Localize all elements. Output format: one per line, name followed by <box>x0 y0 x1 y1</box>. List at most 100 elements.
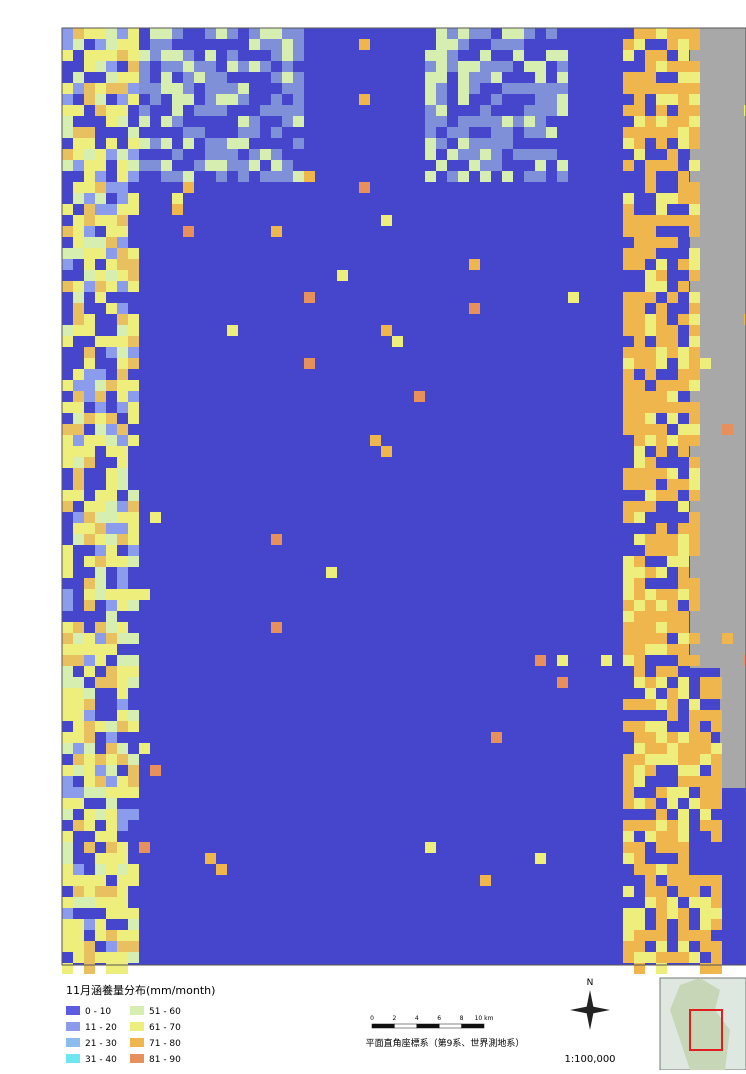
raster-cell <box>667 699 678 710</box>
raster-cell <box>62 831 73 842</box>
raster-cell <box>689 182 700 193</box>
raster-cell <box>557 83 568 94</box>
raster-cell <box>700 908 711 919</box>
raster-cell <box>447 171 458 182</box>
raster-cell <box>95 512 106 523</box>
raster-cell <box>117 534 128 545</box>
raster-cell <box>95 149 106 160</box>
raster-cell <box>216 83 227 94</box>
raster-cell <box>62 633 73 644</box>
raster-cell <box>84 83 95 94</box>
raster-cell <box>62 281 73 292</box>
raster-cell <box>117 116 128 127</box>
raster-cell <box>645 644 656 655</box>
raster-cell <box>678 831 689 842</box>
raster-cell <box>117 369 128 380</box>
raster-cell <box>73 765 84 776</box>
raster-cell <box>95 886 106 897</box>
raster-cell <box>62 600 73 611</box>
raster-cell <box>689 754 700 765</box>
inset-map <box>660 978 746 1070</box>
raster-cell <box>634 776 645 787</box>
raster-cell <box>535 116 546 127</box>
raster-cell <box>634 457 645 468</box>
raster-cell <box>645 402 656 413</box>
raster-cell <box>667 842 678 853</box>
raster-cell <box>634 743 645 754</box>
raster-cell <box>62 446 73 457</box>
raster-cell <box>73 292 84 303</box>
raster-cell <box>480 61 491 72</box>
raster-cell <box>150 160 161 171</box>
raster-cell <box>95 930 106 941</box>
raster-cell <box>117 578 128 589</box>
raster-cell <box>722 633 733 644</box>
raster-cell <box>656 347 667 358</box>
raster-cell <box>117 677 128 688</box>
raster-cell <box>106 831 117 842</box>
raster-cell <box>502 116 513 127</box>
raster-cell <box>84 380 95 391</box>
scale-label: 6 <box>437 1015 441 1022</box>
raster-cell <box>656 666 667 677</box>
raster-cell <box>436 28 447 39</box>
raster-cell <box>634 39 645 50</box>
raster-cell <box>436 116 447 127</box>
raster-cell <box>546 127 557 138</box>
raster-cell <box>447 28 458 39</box>
raster-cell <box>689 292 700 303</box>
raster-cell <box>172 28 183 39</box>
raster-cell <box>667 28 678 39</box>
raster-cell <box>711 765 722 776</box>
raster-cell <box>425 842 436 853</box>
raster-cell <box>700 809 711 820</box>
raster-cell <box>623 622 634 633</box>
raster-cell <box>106 765 117 776</box>
raster-cell <box>73 875 84 886</box>
raster-cell <box>128 171 139 182</box>
raster-cell <box>447 61 458 72</box>
raster-cell <box>667 336 678 347</box>
raster-cell <box>271 50 282 61</box>
raster-cell <box>62 83 73 94</box>
raster-cell <box>689 204 700 215</box>
raster-cell <box>425 149 436 160</box>
raster-cell <box>480 116 491 127</box>
raster-cell <box>634 116 645 127</box>
raster-cell <box>678 39 689 50</box>
raster-cell <box>95 391 106 402</box>
raster-cell <box>117 457 128 468</box>
raster-cell <box>84 226 95 237</box>
raster-cell <box>106 776 117 787</box>
raster-cell <box>106 226 117 237</box>
raster-cell <box>678 754 689 765</box>
raster-cell <box>678 402 689 413</box>
raster-cell <box>73 721 84 732</box>
raster-cell <box>469 138 480 149</box>
raster-cell <box>623 798 634 809</box>
raster-cell <box>546 28 557 39</box>
scale-ratio: 1:100,000 <box>564 1054 615 1065</box>
raster-cell <box>205 853 216 864</box>
raster-cell <box>117 149 128 160</box>
raster-cell <box>183 127 194 138</box>
raster-cell <box>656 908 667 919</box>
raster-cell <box>689 523 700 534</box>
raster-cell <box>73 39 84 50</box>
raster-cell <box>117 281 128 292</box>
raster-cell <box>689 347 700 358</box>
raster-cell <box>689 534 700 545</box>
raster-cell <box>623 160 634 171</box>
raster-cell <box>95 721 106 732</box>
raster-cell <box>238 116 249 127</box>
raster-cell <box>634 303 645 314</box>
raster-cell <box>524 61 535 72</box>
raster-cell <box>128 259 139 270</box>
north-label: N <box>587 978 594 988</box>
raster-cell <box>524 171 535 182</box>
raster-cell <box>634 754 645 765</box>
scale-segment <box>394 1024 416 1028</box>
raster-cell <box>634 941 645 952</box>
raster-cell <box>689 743 700 754</box>
raster-cell <box>95 787 106 798</box>
